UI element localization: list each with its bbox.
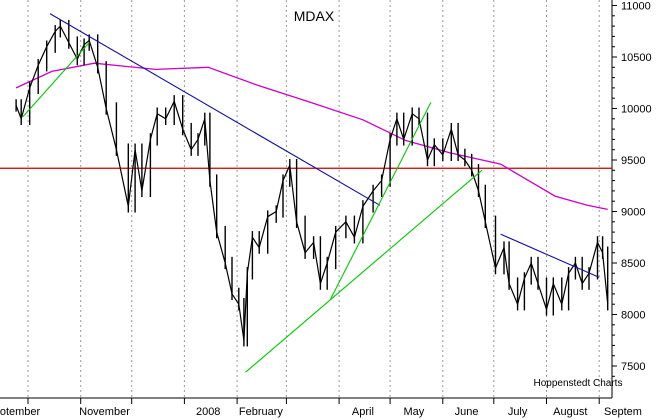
y-tick-label: 8500 xyxy=(621,258,645,270)
moving-average-line xyxy=(15,62,608,211)
y-tick-label: 9000 xyxy=(621,207,645,219)
x-tick-label: otember xyxy=(0,406,41,418)
chart-title: MDAX xyxy=(294,8,335,24)
x-tick-label: February xyxy=(239,406,284,418)
x-tick-label: July xyxy=(508,406,528,418)
blue-trend-line xyxy=(49,13,381,206)
price-line xyxy=(15,25,609,341)
y-tick-label: 9500 xyxy=(621,155,645,167)
plot-frame xyxy=(0,0,613,399)
green-trend-line xyxy=(245,169,483,373)
y-tick-label: 10000 xyxy=(621,104,652,116)
x-tick-label: May xyxy=(404,406,425,418)
y-tick-label: 7500 xyxy=(621,361,645,373)
green-trend-line xyxy=(330,102,432,300)
y-tick-label: 10500 xyxy=(621,52,652,64)
x-axis-labels: otember November 2008 February April May June J… xyxy=(0,406,642,418)
x-tick-label: June xyxy=(455,406,479,418)
trend-lines xyxy=(22,13,600,373)
x-tick-label: Septem xyxy=(604,406,642,418)
moving-average xyxy=(15,62,608,211)
price-series xyxy=(15,19,609,347)
y-tick-label: 8000 xyxy=(621,310,645,322)
source-label: Hoppenstedt Charts xyxy=(534,378,623,389)
month-grid xyxy=(27,0,600,404)
y-axis-ticks: 7500 8000 8500 9000 9500 10000 10500 11000 xyxy=(612,1,652,377)
y-tick-label: 11000 xyxy=(621,1,651,13)
x-tick-label: 2008 xyxy=(196,406,220,418)
green-trend-line xyxy=(22,42,90,118)
x-tick-label: November xyxy=(79,406,130,418)
blue-trend-line xyxy=(500,233,600,278)
x-tick-label: August xyxy=(553,406,587,418)
x-tick-label: April xyxy=(352,406,374,418)
